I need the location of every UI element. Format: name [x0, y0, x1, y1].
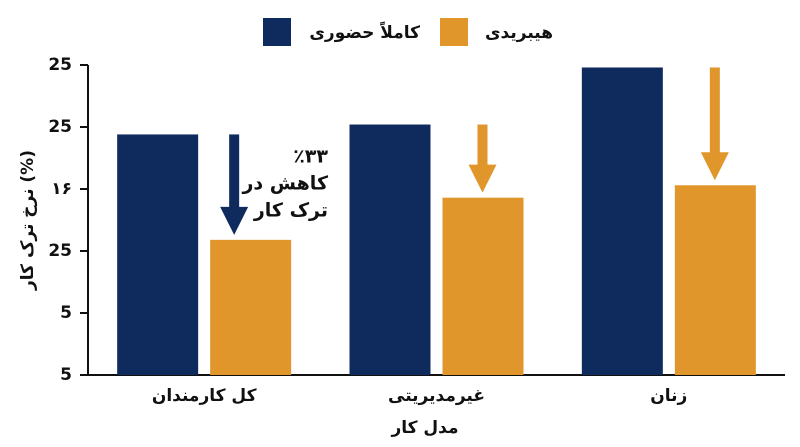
legend-swatch [440, 18, 468, 46]
legend-label: کاملاً حضوری [309, 21, 420, 43]
x-axis-label: مدل کار [390, 418, 458, 438]
arrow-head [700, 152, 729, 181]
arrow-shaft [229, 134, 240, 209]
y-tick-label: 25 [48, 117, 72, 137]
y-axis-label: نرخ ترک کار (%) [18, 150, 38, 291]
arrow-head [468, 164, 497, 193]
legend-label: هیبریدی [485, 23, 553, 43]
bar [349, 124, 431, 376]
x-tick-label: غیرمدیریتی [388, 386, 485, 406]
x-tick-label: کل کارمندان [152, 386, 257, 406]
legend-swatch [263, 18, 291, 46]
y-tick-label: 5 [60, 365, 72, 385]
annotation: ترک کار [253, 200, 328, 222]
bar [442, 197, 524, 375]
arrow-head [220, 206, 249, 235]
arrow-shaft [709, 67, 720, 155]
bar [117, 134, 199, 375]
bar [581, 67, 663, 375]
arrow-shaft [477, 124, 488, 167]
annotation: ٪۳۳ [293, 146, 328, 168]
bar [210, 239, 292, 375]
annotation: کاهش در [241, 173, 328, 195]
y-tick-label: ۱۶ [51, 179, 72, 199]
bar [674, 185, 756, 375]
x-tick-label: زنان [650, 386, 687, 406]
y-tick-label: 5 [60, 303, 72, 323]
y-tick-label: 25 [48, 241, 72, 261]
y-tick-label: 25 [48, 55, 72, 75]
